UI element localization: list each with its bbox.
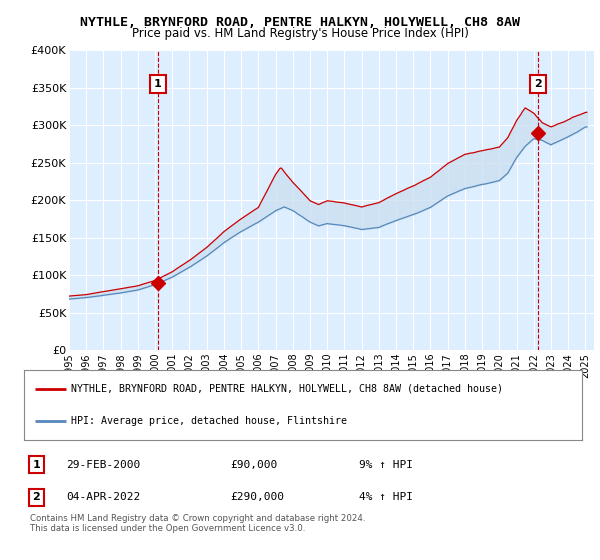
Text: 2: 2 xyxy=(534,79,542,89)
Text: 1: 1 xyxy=(154,79,161,89)
Text: 2: 2 xyxy=(32,492,40,502)
Text: 9% ↑ HPI: 9% ↑ HPI xyxy=(359,460,413,470)
Text: NYTHLE, BRYNFORD ROAD, PENTRE HALKYN, HOLYWELL, CH8 8AW (detached house): NYTHLE, BRYNFORD ROAD, PENTRE HALKYN, HO… xyxy=(71,384,503,394)
Text: 1: 1 xyxy=(32,460,40,470)
Text: £90,000: £90,000 xyxy=(230,460,278,470)
Text: Price paid vs. HM Land Registry's House Price Index (HPI): Price paid vs. HM Land Registry's House … xyxy=(131,27,469,40)
Text: NYTHLE, BRYNFORD ROAD, PENTRE HALKYN, HOLYWELL, CH8 8AW: NYTHLE, BRYNFORD ROAD, PENTRE HALKYN, HO… xyxy=(80,16,520,29)
Text: £290,000: £290,000 xyxy=(230,492,284,502)
Text: 4% ↑ HPI: 4% ↑ HPI xyxy=(359,492,413,502)
Text: 04-APR-2022: 04-APR-2022 xyxy=(66,492,140,502)
Text: 29-FEB-2000: 29-FEB-2000 xyxy=(66,460,140,470)
Text: Contains HM Land Registry data © Crown copyright and database right 2024.
This d: Contains HM Land Registry data © Crown c… xyxy=(29,514,365,533)
Text: HPI: Average price, detached house, Flintshire: HPI: Average price, detached house, Flin… xyxy=(71,416,347,426)
